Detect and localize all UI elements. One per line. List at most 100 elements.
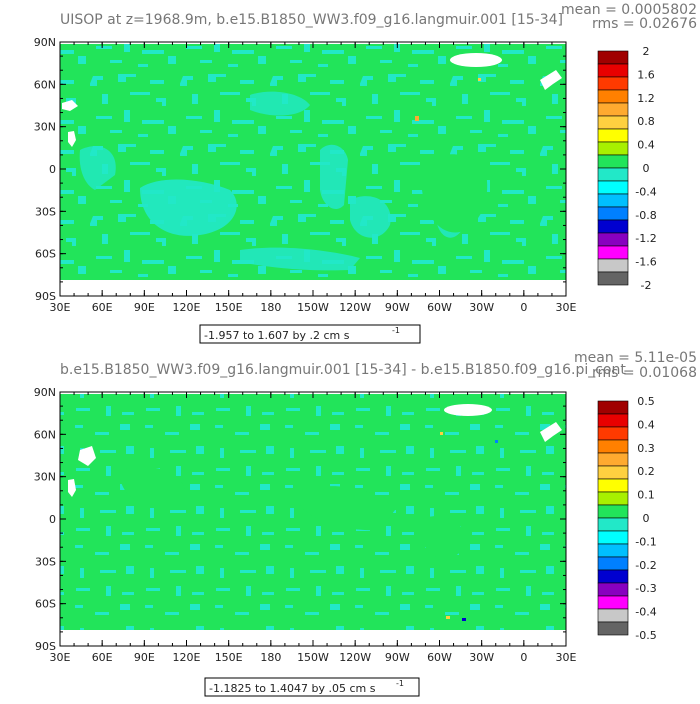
panel-2: b.e15.B1850_WW3.f09_g16.langmuir.001 [15…	[34, 350, 697, 697]
colorbar-swatch	[597, 154, 629, 169]
colorbar-label: -0.8	[635, 209, 656, 222]
colorbar-label: 2	[643, 45, 650, 58]
colorbar-label: 0.4	[637, 139, 655, 152]
colorbar-label: 0	[643, 512, 650, 525]
x-tick-label: 0	[520, 301, 527, 314]
panel-1-range-box: -1.957 to 1.607 by .2 cm s -1	[199, 324, 421, 344]
colorbar-swatch	[597, 245, 629, 260]
panel-1: UISOP at z=1968.9m, b.e15.B1850_WW3.f09_…	[34, 2, 697, 344]
x-tick-label: 120W	[339, 301, 371, 314]
colorbar-swatch	[597, 491, 629, 506]
panel-2-range-text: -1.1825 to 1.4047 by .05 cm s	[209, 682, 376, 695]
colorbar-swatch	[597, 141, 629, 156]
colorbar-swatch	[597, 128, 629, 143]
y-tick-label: 90N	[34, 36, 56, 49]
panel-1-mean: mean = 0.0005802	[561, 2, 697, 18]
colorbar-swatch	[597, 439, 629, 454]
colorbar-swatch	[597, 63, 629, 78]
y-tick-label: 30S	[35, 555, 56, 568]
colorbar-label: -0.2	[635, 559, 656, 572]
colorbar-label: -0.4	[635, 606, 656, 619]
panel-2-range-exp: -1	[396, 679, 404, 688]
colorbar-swatch	[597, 556, 629, 571]
colorbar-swatch	[597, 76, 629, 91]
x-tick-label: 150E	[215, 651, 243, 664]
y-tick-label: 60N	[34, 428, 56, 441]
colorbar-label: 1.2	[637, 92, 655, 105]
y-tick-label: 30S	[35, 205, 56, 218]
x-tick-label: 180	[260, 301, 281, 314]
colorbar-label: -0.1	[635, 535, 656, 548]
y-tick-label: 0	[49, 513, 56, 526]
x-tick-label: 0	[520, 651, 527, 664]
y-tick-label: 30N	[34, 471, 56, 484]
panel-1-rms: rms = 0.02676	[592, 16, 697, 32]
colorbar-swatch	[597, 452, 629, 467]
x-tick-label: 30E	[556, 651, 577, 664]
x-tick-label: 90W	[385, 651, 410, 664]
x-tick-label: 180	[260, 651, 281, 664]
x-tick-label: 120E	[173, 651, 201, 664]
colorbar-swatch	[597, 89, 629, 104]
colorbar-swatch	[597, 206, 629, 221]
colorbar-swatch	[597, 193, 629, 208]
x-tick-label: 150E	[215, 301, 243, 314]
colorbar-label: 1.6	[637, 68, 655, 81]
colorbar-label: -0.4	[635, 185, 656, 198]
panel-1-colorbar: 2 1.6 1.2 0.8 0.4 0 -0.4 -0.8 -1.2 -1.6 -2	[597, 45, 657, 292]
colorbar-swatch	[597, 50, 629, 65]
colorbar-label: -1.2	[635, 232, 656, 245]
y-tick-label: 90S	[35, 290, 56, 303]
colorbar-label: 0	[643, 162, 650, 175]
panel-1-range-text: -1.957 to 1.607 by .2 cm s	[204, 329, 350, 342]
colorbar-swatch	[597, 517, 629, 532]
x-tick-label: 60E	[92, 301, 113, 314]
colorbar-swatch	[597, 582, 629, 597]
y-tick-label: 0	[49, 163, 56, 176]
colorbar-swatch	[597, 400, 629, 415]
colorbar-swatch	[597, 478, 629, 493]
colorbar-swatch	[597, 115, 629, 130]
colorbar-label: -1.6	[635, 256, 656, 269]
x-tick-label: 60W	[427, 301, 452, 314]
x-tick-label: 60W	[427, 651, 452, 664]
colorbar-swatch	[597, 504, 629, 519]
colorbar-swatch	[597, 608, 629, 623]
colorbar-swatch	[597, 271, 629, 286]
panel-1-map-field	[60, 42, 566, 296]
colorbar-swatch	[597, 530, 629, 545]
x-tick-label: 90E	[134, 651, 155, 664]
panel-1-axes: 30E 60E 90E 120E 150E 180 150W 120W 90W 60W 30W 0 30…	[34, 36, 577, 314]
colorbar-swatch	[597, 569, 629, 584]
colorbar-swatch	[597, 219, 629, 234]
colorbar-label: 0.1	[637, 489, 655, 502]
colorbar-label: 0.5	[637, 395, 655, 408]
x-tick-label: 30E	[556, 301, 577, 314]
x-tick-label: 90W	[385, 301, 410, 314]
y-tick-label: 60N	[34, 78, 56, 91]
x-tick-label: 30W	[469, 651, 494, 664]
colorbar-swatch	[597, 426, 629, 441]
colorbar-swatch	[597, 621, 629, 636]
colorbar-swatch	[597, 595, 629, 610]
colorbar-label: 0.2	[637, 465, 655, 478]
colorbar-swatch	[597, 543, 629, 558]
x-tick-label: 30E	[50, 651, 71, 664]
colorbar-swatch	[597, 413, 629, 428]
x-tick-label: 90E	[134, 301, 155, 314]
y-tick-label: 90S	[35, 640, 56, 653]
x-tick-label: 30W	[469, 301, 494, 314]
colorbar-swatch	[597, 167, 629, 182]
colorbar-swatch	[597, 180, 629, 195]
panel-2-axes: 30E 60E 90E 120E 150E 180 150W 120W 90W 60W 30W 0 30…	[34, 386, 577, 664]
colorbar-label: -0.5	[635, 629, 656, 642]
panel-2-mean: mean = 5.11e-05	[574, 350, 697, 366]
colorbar-swatch	[597, 232, 629, 247]
panel-2-colorbar: 0.5 0.4 0.3 0.2 0.1 0 -0.1 -0.2 -0.3 -0.4 -0.5	[597, 395, 657, 642]
colorbar-label: 0.8	[637, 115, 655, 128]
x-tick-label: 120E	[173, 301, 201, 314]
x-tick-label: 150W	[297, 301, 329, 314]
panel-1-range-exp: -1	[392, 326, 400, 335]
y-tick-label: 60S	[35, 248, 56, 261]
